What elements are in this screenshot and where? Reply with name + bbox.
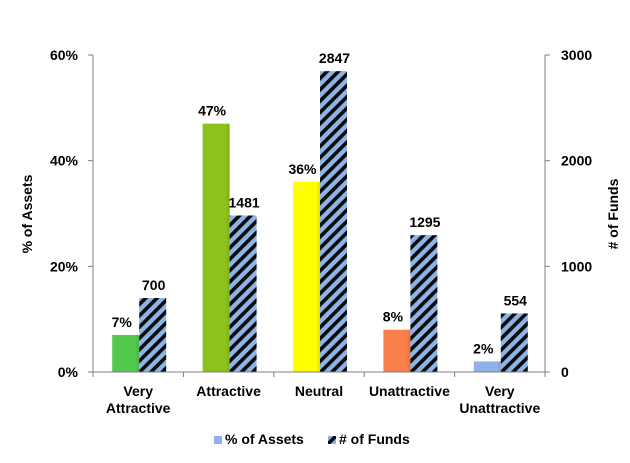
category-label-3-0: Unattractive: [369, 383, 450, 399]
bar-funds-1: [229, 215, 257, 372]
category-label-4-1: Unattractive: [459, 400, 540, 416]
category-label-0-1: Attractive: [106, 400, 171, 416]
bar-funds-0: [139, 298, 167, 372]
legend: % of Assets # of Funds: [214, 431, 410, 447]
label-funds-1: 1481: [229, 195, 260, 211]
label-assets-2: 36%: [288, 161, 317, 177]
label-assets-0: 7%: [112, 314, 133, 330]
axis-tick-marks: [88, 54, 550, 377]
right-tick-label-2: 2000: [561, 153, 592, 169]
label-funds-0: 700: [142, 277, 166, 293]
left-tick-label-3: 60%: [50, 47, 79, 63]
label-assets-1: 47%: [198, 103, 227, 119]
bar-assets-shade-0: [112, 335, 140, 372]
left-axis-ticks: 0% 20% 40% 60%: [50, 47, 79, 380]
right-tick-label-3: 3000: [561, 47, 592, 63]
bar-funds-2: [320, 71, 347, 373]
label-assets-3: 8%: [383, 309, 404, 325]
category-label-2-0: Neutral: [295, 383, 343, 399]
category-label-1-0: Attractive: [196, 383, 261, 399]
label-funds-2: 2847: [319, 50, 350, 66]
bar-assets-shade-1: [202, 123, 230, 372]
legend-label-assets: % of Assets: [225, 431, 304, 447]
category-label-4-0: Very: [485, 383, 515, 399]
label-assets-4: 2%: [473, 340, 494, 356]
bar-funds-4: [500, 313, 528, 372]
right-axis-title: # of Funds: [605, 178, 621, 249]
category-label-0-0: Very: [123, 383, 153, 399]
legend-label-funds: # of Funds: [339, 431, 410, 447]
label-funds-3: 1295: [409, 214, 440, 230]
left-tick-label-0: 0%: [58, 364, 79, 380]
left-tick-label-1: 20%: [50, 258, 79, 274]
bar-assets-shade-2: [293, 181, 320, 372]
data-labels: 7% 700 47% 1481 36% 2847 8% 1295 2% 554: [112, 50, 528, 356]
right-tick-label-0: 0: [561, 364, 569, 380]
right-axis-ticks: 0 1000 2000 3000: [561, 47, 592, 380]
label-funds-4: 554: [504, 292, 528, 308]
legend-swatch-assets: [214, 436, 222, 444]
bar-assets-shade-4: [473, 361, 501, 372]
left-tick-label-2: 40%: [50, 153, 79, 169]
bars-layer: [112, 71, 528, 373]
bar-funds-3: [410, 235, 438, 372]
right-tick-label-1: 1000: [561, 258, 592, 274]
left-axis-title: % of Assets: [19, 174, 35, 253]
bar-assets-shade-3: [383, 329, 411, 372]
legend-swatch-funds: [328, 436, 336, 444]
